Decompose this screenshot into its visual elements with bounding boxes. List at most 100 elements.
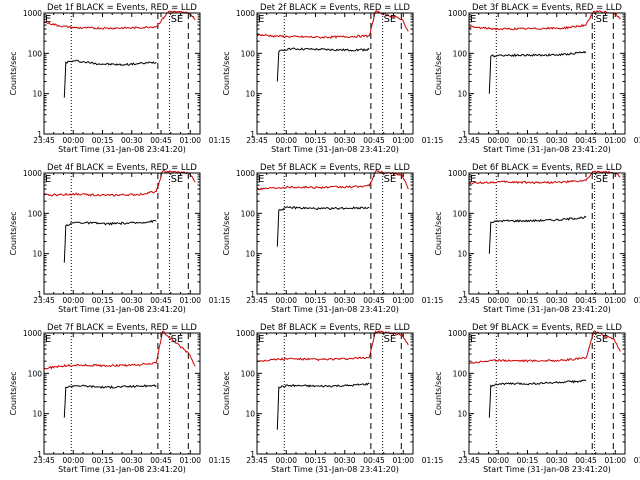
y-tick-label: 100 <box>241 369 256 378</box>
lld-series-line <box>468 330 621 364</box>
lld-series-line <box>256 330 409 362</box>
x-tick-label: 00:00 <box>62 136 84 145</box>
event-marker: SE <box>171 334 184 345</box>
y-tick-label: 1000 <box>236 9 255 18</box>
lld-series-line <box>43 10 196 30</box>
chart-panel-9: Det 9f BLACK = Events, RED = LLD 1 10 100 10… <box>434 323 640 474</box>
x-tick-label: 23:45 <box>33 456 55 465</box>
chart-panel-5: Det 5f BLACK = Events, RED = LLD 1 10 100 10… <box>222 163 444 314</box>
plot-frame <box>43 172 201 295</box>
x-tick-label: 00:45 <box>150 456 172 465</box>
x-tick-label: 01:00 <box>179 296 201 305</box>
chart-panel-2: Det 2f BLACK = Events, RED = LLD 1 10 100 10… <box>222 3 444 154</box>
event-marker: SE <box>596 14 609 25</box>
x-tick-label: 01:00 <box>604 136 626 145</box>
y-tick-label: 1000 <box>236 169 255 178</box>
y-tick-label: 10 <box>457 410 467 419</box>
lld-series-line <box>468 170 621 185</box>
x-tick-label: 00:15 <box>92 136 114 145</box>
event-marker: SE <box>171 174 184 185</box>
chart-title: Det 6f BLACK = Events, RED = LLD <box>472 163 622 173</box>
y-tick-label: 1 <box>462 450 467 459</box>
y-axis-label: Counts/sec <box>9 51 18 95</box>
y-tick-label: 10 <box>457 90 467 99</box>
y-axis-label: Counts/sec <box>222 371 231 415</box>
x-axis-label: Start Time (31-Jan-08 23:41:20) <box>271 465 399 474</box>
event-marker: E <box>45 174 51 185</box>
events-series-line <box>276 206 370 247</box>
x-tick-label: 01:15 <box>209 456 231 465</box>
x-axis-label: Start Time (31-Jan-08 23:41:20) <box>58 145 186 154</box>
y-tick-label: 100 <box>28 49 43 58</box>
chart-panel-8: Det 8f BLACK = Events, RED = LLD 1 10 100 10… <box>222 323 444 474</box>
events-series-line <box>488 379 587 418</box>
x-tick-label: 01:00 <box>392 136 414 145</box>
x-tick-label: 00:15 <box>305 136 327 145</box>
y-tick-label: 10 <box>245 90 255 99</box>
x-tick-label: 00:45 <box>363 136 385 145</box>
x-tick-label: 00:15 <box>517 456 539 465</box>
chart-title: Det 1f BLACK = Events, RED = LLD <box>47 3 197 13</box>
x-tick-label: 23:45 <box>246 456 268 465</box>
y-tick-label: 1 <box>37 290 42 299</box>
y-tick-label: 100 <box>28 209 43 218</box>
x-axis-label: Start Time (31-Jan-08 23:41:20) <box>271 145 399 154</box>
x-axis-label: Start Time (31-Jan-08 23:41:20) <box>483 145 611 154</box>
event-marker: E <box>258 174 264 185</box>
plot-frame <box>43 12 201 135</box>
x-tick-label: 00:00 <box>487 136 509 145</box>
x-tick-label: 00:15 <box>305 296 327 305</box>
y-tick-label: 10 <box>32 90 42 99</box>
event-marker: SE <box>384 334 397 345</box>
x-tick-label: 01:15 <box>422 136 444 145</box>
x-tick-label: 01:15 <box>209 296 231 305</box>
x-tick-label: 00:00 <box>487 296 509 305</box>
chart-panel-1: Det 1f BLACK = Events, RED = LLD 1 10 100 10… <box>9 3 231 154</box>
y-tick-label: 10 <box>457 250 467 259</box>
x-tick-label: 01:00 <box>179 136 201 145</box>
x-axis-label: Start Time (31-Jan-08 23:41:20) <box>58 465 186 474</box>
x-tick-label: 01:15 <box>422 456 444 465</box>
x-tick-label: 23:45 <box>246 296 268 305</box>
y-tick-label: 100 <box>453 49 468 58</box>
y-tick-label: 1000 <box>23 9 42 18</box>
y-axis-label: Counts/sec <box>222 51 231 95</box>
event-marker: SE <box>384 174 397 185</box>
lld-series-line <box>43 169 196 197</box>
chart-panel-6: Det 6f BLACK = Events, RED = LLD 1 10 100 10… <box>434 163 640 314</box>
event-marker: SE <box>171 14 184 25</box>
chart-title: Det 2f BLACK = Events, RED = LLD <box>260 3 410 13</box>
y-tick-label: 100 <box>453 369 468 378</box>
x-tick-label: 01:15 <box>634 456 640 465</box>
x-tick-label: 00:30 <box>121 136 143 145</box>
y-tick-label: 100 <box>453 209 468 218</box>
y-tick-label: 1000 <box>23 169 42 178</box>
y-tick-label: 100 <box>241 209 256 218</box>
y-axis-label: Counts/sec <box>434 211 443 255</box>
plot-frame <box>256 332 414 455</box>
event-marker: E <box>470 14 476 25</box>
chart-panel-3: Det 3f BLACK = Events, RED = LLD 1 10 100 10… <box>434 3 640 154</box>
x-tick-label: 01:00 <box>604 456 626 465</box>
y-tick-label: 10 <box>32 250 42 259</box>
x-axis-label: Start Time (31-Jan-08 23:41:20) <box>58 305 186 314</box>
x-tick-label: 01:15 <box>209 136 231 145</box>
x-tick-label: 00:00 <box>275 296 297 305</box>
y-tick-label: 1 <box>462 290 467 299</box>
events-series-line <box>276 382 370 430</box>
chart-title: Det 9f BLACK = Events, RED = LLD <box>472 323 622 333</box>
x-tick-label: 00:30 <box>334 456 356 465</box>
y-tick-label: 10 <box>245 250 255 259</box>
chart-title: Det 3f BLACK = Events, RED = LLD <box>472 3 622 13</box>
plot-frame <box>468 172 626 295</box>
event-marker: SE <box>596 334 609 345</box>
x-tick-label: 00:45 <box>575 296 597 305</box>
x-tick-label: 00:45 <box>150 136 172 145</box>
y-tick-label: 1 <box>250 130 255 139</box>
x-tick-label: 00:45 <box>150 296 172 305</box>
events-series-line <box>63 59 157 98</box>
x-tick-label: 01:15 <box>634 136 640 145</box>
event-marker: SE <box>384 14 397 25</box>
x-tick-label: 00:15 <box>305 456 327 465</box>
